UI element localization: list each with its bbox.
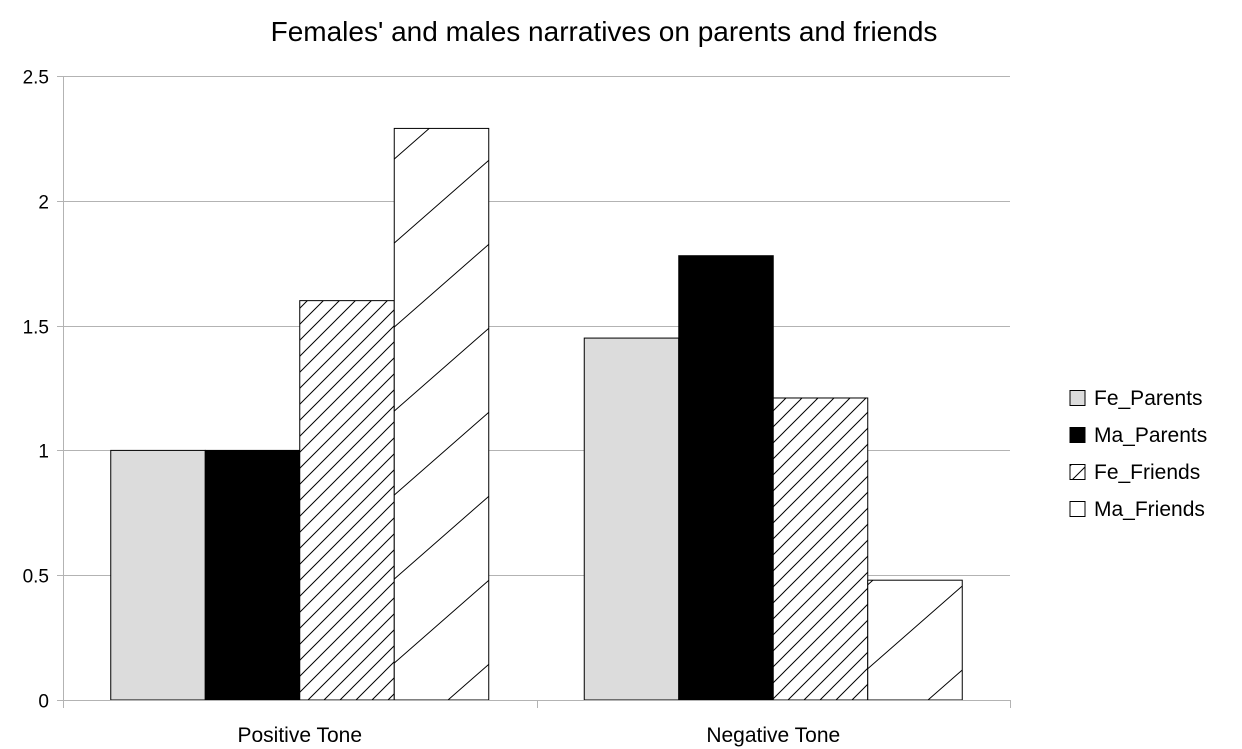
x-axis-category-labels: Positive Tone Negative Tone — [237, 724, 840, 747]
legend-label: Ma_Friends — [1094, 498, 1205, 521]
legend-swatch — [1069, 501, 1086, 517]
x-category-label: Negative Tone — [706, 724, 840, 747]
y-tick-label: 1.5 — [23, 318, 49, 339]
bars — [110, 127, 963, 701]
legend-label: Fe_Friends — [1094, 461, 1200, 484]
bar-fe-friends-positive — [299, 300, 395, 701]
legend-label: Ma_Parents — [1094, 424, 1207, 447]
bar-ma-parents-negative — [678, 255, 774, 701]
bar-fe-parents-negative — [583, 337, 680, 701]
legend: Fe_Parents Ma_Parents Fe_Friends Ma_Friends — [1069, 387, 1207, 521]
bar-fe-friends-negative — [772, 397, 869, 701]
y-tick-label: 0 — [38, 692, 49, 713]
legend-label: Fe_Parents — [1094, 387, 1203, 410]
x-category-label: Positive Tone — [237, 724, 362, 747]
chart-title: Females' and males narratives on parents… — [271, 16, 938, 47]
bar-ma-friends-positive — [393, 127, 490, 701]
bar-ma-parents-positive — [204, 449, 301, 701]
y-tick-label: 1 — [38, 442, 49, 463]
legend-swatch — [1069, 390, 1086, 406]
bar-fe-parents-positive — [110, 449, 206, 701]
bar-ma-friends-negative — [867, 579, 963, 701]
legend-swatch — [1069, 427, 1086, 443]
legend-swatch — [1069, 464, 1086, 480]
y-tick-label: 0.5 — [23, 567, 49, 588]
y-tick-label: 2.5 — [23, 68, 49, 89]
y-axis-tick-labels: 0 0.5 1 1.5 2 2.5 — [23, 68, 49, 713]
y-tick-label: 2 — [38, 193, 49, 214]
axes — [57, 76, 1011, 708]
